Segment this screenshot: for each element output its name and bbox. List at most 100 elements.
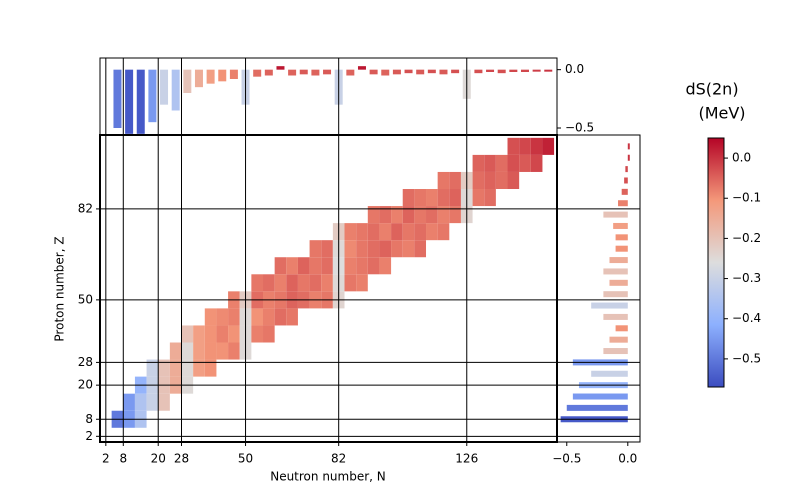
right-marginal-bar (609, 336, 628, 343)
cell (530, 154, 543, 172)
top-marginal-bar (486, 69, 495, 72)
colorbar-tick-label: −0.5 (732, 351, 761, 365)
cell (507, 137, 520, 155)
cell (379, 206, 392, 224)
x-tick-label: 8 (119, 452, 127, 466)
x-axis-label: Neutron number, N (270, 470, 386, 484)
cell (321, 274, 333, 292)
cell (344, 223, 357, 241)
cell (484, 189, 496, 207)
top-marginal-bar (346, 69, 355, 76)
cell (204, 325, 217, 343)
top-marginal-bar (288, 69, 297, 76)
right-marginal-bar (591, 370, 628, 377)
colorbar-tick-label: −0.4 (732, 311, 761, 325)
y-tick-label: 2 (85, 429, 93, 443)
top-marginal-bar (416, 69, 425, 75)
cell (204, 342, 217, 360)
top-marginal-bar (160, 69, 169, 105)
cell (286, 274, 298, 292)
top-marginal-bar (439, 69, 448, 75)
top-marginal-bar (183, 69, 192, 93)
cell (449, 206, 461, 224)
cell (426, 206, 438, 224)
colorbar-label: (MeV) (698, 104, 745, 123)
top-marginal-bar (194, 69, 203, 88)
cell (181, 325, 194, 343)
cell (193, 342, 205, 360)
cell (367, 223, 380, 241)
cell (379, 257, 392, 275)
right-marginal-bar (621, 188, 628, 195)
cell (228, 342, 240, 360)
cell (414, 189, 427, 207)
cell (367, 206, 380, 224)
cell (414, 223, 427, 241)
cell (449, 171, 461, 190)
axes-frame (99, 134, 558, 443)
right-marginal-bar (603, 348, 628, 355)
cell (181, 359, 194, 377)
colorbar-label: dS(2n) (685, 80, 738, 99)
axes-frame (99, 57, 558, 136)
cell (437, 223, 450, 241)
cell (507, 171, 520, 190)
cell (437, 189, 450, 207)
cell (344, 274, 357, 292)
cell (356, 257, 368, 275)
y-tick-label: 28 (78, 355, 93, 369)
cell (263, 274, 275, 292)
cell (356, 240, 368, 258)
cell (158, 359, 170, 377)
cell (321, 257, 333, 275)
right-marginal-bar (609, 257, 628, 264)
top-marginal-bar (369, 69, 378, 75)
cell (495, 154, 508, 172)
cell (356, 274, 368, 292)
right-marginal-bar (625, 166, 628, 173)
y-axis-label: Proton number, Z (53, 236, 67, 341)
cell (193, 359, 205, 377)
cell (134, 393, 147, 411)
top-marginal-bar (381, 69, 390, 76)
x-tick-label: −0.5 (552, 452, 581, 466)
top-marginal-bar (218, 69, 227, 82)
cell (251, 274, 264, 292)
top-marginal-bar (532, 69, 541, 72)
top-marginal-bar (427, 69, 436, 74)
cell (495, 171, 508, 190)
cell (402, 223, 415, 241)
colorbar-tick-label: −0.3 (732, 271, 761, 285)
cell (169, 359, 182, 377)
cell (216, 308, 229, 326)
cell (297, 257, 310, 275)
cell (263, 325, 275, 343)
right-marginal-bar (613, 222, 628, 229)
cell (181, 342, 194, 360)
top-marginal-bar (404, 69, 413, 74)
cell (309, 240, 322, 258)
cell (309, 274, 322, 292)
cell (367, 257, 380, 275)
x-tick-label: 126 (455, 452, 478, 466)
cell (379, 240, 392, 258)
cell (146, 393, 159, 411)
x-tick-label: 0.0 (618, 452, 637, 466)
top-marginal-bar (509, 69, 518, 72)
top-marginal-bar (125, 69, 134, 134)
right-marginal-bar (603, 291, 628, 298)
cell (472, 189, 485, 207)
x-tick-label: 82 (331, 452, 346, 466)
cell (402, 189, 415, 207)
right-marginal-bar (572, 393, 628, 400)
cell (484, 154, 496, 172)
cell (204, 308, 217, 326)
cell (228, 308, 240, 326)
cell (426, 223, 438, 241)
cell (286, 308, 298, 326)
colorbar-tick-label: 0.0 (732, 151, 751, 165)
colorbar-tick-label: −0.1 (732, 191, 761, 205)
top-marginal-bar (229, 69, 238, 79)
top-marginal-bar (264, 69, 273, 76)
cell (193, 325, 205, 343)
